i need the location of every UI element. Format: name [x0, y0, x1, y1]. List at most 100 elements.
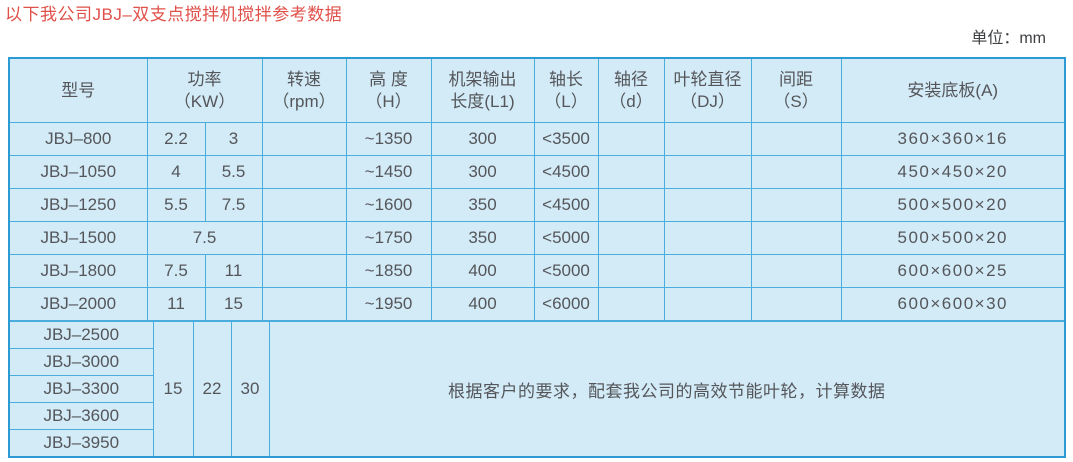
cell-model: JBJ–2000: [8, 287, 148, 321]
cell-height: ~1350: [345, 122, 432, 156]
cell-shaft-diameter: [597, 188, 665, 222]
cell-frame-length: 400: [430, 254, 535, 288]
cell-spacing: [750, 188, 842, 222]
cell-base-plate: 360×360×16: [840, 122, 1066, 156]
cell-power-1: 4: [146, 155, 206, 189]
cell-spacing: [750, 221, 842, 255]
cell-impeller-diameter: [663, 122, 752, 156]
cell-model: JBJ–800: [8, 122, 148, 156]
cell-shaft-length: <4500: [533, 155, 599, 189]
cell-model: JBJ–3950: [8, 429, 154, 458]
table-row: JBJ–3950: [8, 429, 1065, 458]
cell-power-15: 15: [152, 321, 194, 458]
header-line: 高 度: [369, 69, 408, 89]
cell-spacing: [750, 287, 842, 321]
custom-note: 根据客户的要求，配套我公司的高效节能叶轮，计算数据: [268, 321, 1066, 458]
cell-power-2: 3: [204, 122, 263, 156]
spec-table: 型号 功率 （KW） 转速 （rpm） 高 度 （H） 机架输出: [8, 57, 1067, 458]
cell-speed: [261, 155, 347, 189]
table-row: JBJ–2500 15 22 30 根据客户的要求，配套我公司的高效节能叶轮，计…: [8, 321, 1066, 458]
header-line: （H）: [365, 91, 412, 111]
cell-model: JBJ–1050: [8, 155, 148, 189]
cell-shaft-length: <4500: [533, 188, 599, 222]
cell-model: JBJ–3600: [8, 402, 154, 430]
table-row: JBJ–1500 7.5 ~1750 350 <5000 500×500×20: [8, 221, 1066, 255]
col-header-speed: 转速 （rpm）: [261, 57, 347, 123]
header-line: 功率: [187, 69, 222, 89]
header-line: 转速: [287, 69, 322, 89]
cell-spacing: [750, 122, 842, 156]
cell-model: JBJ–3300: [8, 375, 154, 403]
spec-table-bottom: JBJ–2500 15 22 30 根据客户的要求，配套我公司的高效节能叶轮，计…: [8, 321, 1066, 458]
cell-frame-length: 300: [430, 122, 535, 156]
header-line: （rpm）: [272, 91, 336, 111]
table-row: JBJ–1050 4 5.5 ~1450 300 <4500 450×450×2…: [8, 155, 1066, 189]
cell-power-1: 7.5: [146, 254, 206, 288]
table-row: JBJ–3300: [8, 375, 1065, 403]
table-row: JBJ–2000 11 15 ~1950 400 <6000 600×600×3…: [8, 287, 1066, 321]
header-line: 间距: [779, 69, 814, 89]
col-header-power: 功率 （KW）: [146, 57, 263, 123]
cell-power-1: 11: [146, 287, 206, 321]
cell-base-plate: 600×600×30: [840, 287, 1066, 321]
cell-base-plate: 600×600×25: [840, 254, 1066, 288]
spec-table-main: 型号 功率 （KW） 转速 （rpm） 高 度 （H） 机架输出: [8, 57, 1067, 321]
cell-spacing: [750, 155, 842, 189]
header-line: 轴长: [549, 69, 584, 89]
cell-impeller-diameter: [663, 287, 752, 321]
col-header-model: 型号: [8, 57, 148, 123]
cell-height: ~1750: [345, 221, 432, 255]
table-row: JBJ–800 2.2 3 ~1350 300 <3500 360×360×16: [8, 122, 1066, 156]
cell-power-merged: 7.5: [146, 221, 263, 255]
cell-impeller-diameter: [663, 155, 752, 189]
cell-impeller-diameter: [663, 254, 752, 288]
header-line: 长度(L1): [450, 91, 515, 111]
cell-power-2: 11: [204, 254, 263, 288]
cell-power-30: 30: [230, 321, 270, 458]
cell-model: JBJ–2500: [8, 321, 154, 349]
cell-power-1: 2.2: [146, 122, 206, 156]
cell-speed: [261, 287, 347, 321]
header-line: 叶轮直径: [673, 69, 742, 89]
cell-speed: [261, 188, 347, 222]
cell-shaft-diameter: [597, 254, 665, 288]
page-title: 以下我公司JBJ–双支点搅拌机搅拌参考数据: [5, 5, 343, 24]
cell-frame-length: 350: [430, 188, 535, 222]
cell-power-1: 5.5: [146, 188, 206, 222]
cell-height: ~1600: [345, 188, 432, 222]
cell-shaft-length: <5000: [533, 254, 599, 288]
table-row: JBJ–1800 7.5 11 ~1850 400 <5000 600×600×…: [8, 254, 1066, 288]
cell-power-2: 5.5: [204, 155, 263, 189]
cell-height: ~1850: [345, 254, 432, 288]
cell-base-plate: 500×500×20: [840, 221, 1066, 255]
col-header-impeller-diameter: 叶轮直径 （DJ）: [663, 57, 752, 123]
cell-base-plate: 450×450×20: [840, 155, 1066, 189]
cell-frame-length: 350: [430, 221, 535, 255]
cell-frame-length: 300: [430, 155, 535, 189]
table-row: JBJ–1250 5.5 7.5 ~1600 350 <4500 500×500…: [8, 188, 1066, 222]
col-header-shaft-length: 轴长 （L）: [533, 57, 599, 123]
cell-shaft-diameter: [597, 221, 665, 255]
header-line: （DJ）: [680, 91, 735, 111]
cell-speed: [261, 221, 347, 255]
table-row: JBJ–3000: [8, 348, 1065, 376]
cell-shaft-diameter: [597, 155, 665, 189]
col-header-frame-output-length: 机架输出 长度(L1): [430, 57, 535, 123]
cell-power-2: 7.5: [204, 188, 263, 222]
cell-height: ~1950: [345, 287, 432, 321]
cell-speed: [261, 254, 347, 288]
cell-speed: [261, 122, 347, 156]
col-header-spacing: 间距 （S）: [750, 57, 842, 123]
cell-impeller-diameter: [663, 221, 752, 255]
cell-frame-length: 400: [430, 287, 535, 321]
cell-model: JBJ–1250: [8, 188, 148, 222]
cell-shaft-length: <6000: [533, 287, 599, 321]
header-line: （d）: [609, 91, 653, 111]
header-line: （KW）: [173, 91, 236, 111]
cell-shaft-diameter: [597, 122, 665, 156]
col-header-height: 高 度 （H）: [345, 57, 432, 123]
header-line: 轴径: [614, 69, 649, 89]
cell-power-22: 22: [192, 321, 232, 458]
col-header-shaft-diameter: 轴径 （d）: [597, 57, 665, 123]
